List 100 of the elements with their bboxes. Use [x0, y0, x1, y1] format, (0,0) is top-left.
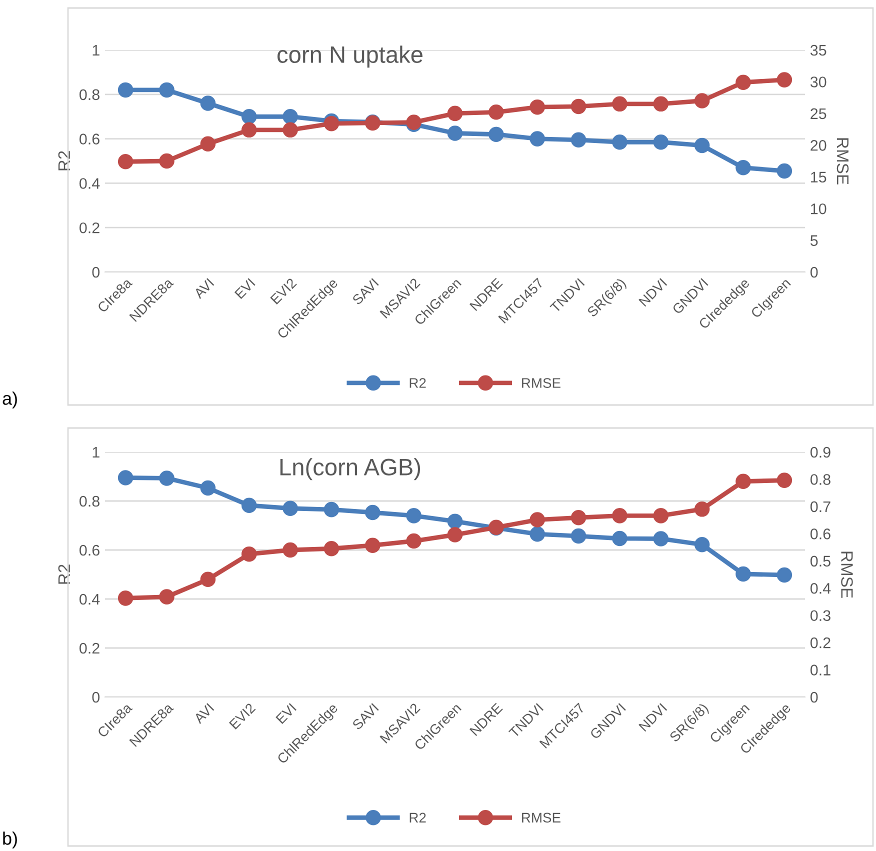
y2-axis-title: RMSE	[841, 552, 853, 598]
point	[612, 530, 628, 546]
point	[612, 508, 628, 524]
point	[488, 126, 504, 142]
point	[612, 96, 628, 112]
y2-tick-label: 25	[810, 108, 826, 120]
y2-tick-label: 0.5	[810, 556, 830, 567]
point	[736, 160, 751, 176]
point	[570, 528, 586, 544]
point	[447, 527, 463, 542]
y2-tick-label: 20	[810, 140, 826, 151]
point	[776, 163, 792, 179]
y2-tick-label: 0.6	[810, 528, 830, 540]
point	[694, 536, 710, 552]
y-tick-label: 0.6	[80, 134, 100, 144]
point	[447, 126, 463, 141]
point	[241, 122, 257, 138]
point	[776, 72, 792, 88]
y2-tick-label: 5	[810, 235, 818, 246]
point	[776, 567, 792, 583]
point	[365, 504, 380, 520]
point	[736, 566, 751, 582]
point	[282, 122, 298, 138]
y-tick-label: 1	[92, 447, 100, 458]
point	[530, 99, 545, 115]
legend-label: R2	[410, 812, 426, 822]
point	[118, 590, 134, 606]
point	[653, 531, 669, 546]
point	[653, 134, 669, 150]
y-tick-label: 0.4	[80, 178, 100, 189]
point	[530, 512, 545, 528]
point	[570, 132, 586, 148]
point	[694, 138, 710, 154]
point	[612, 134, 628, 150]
y-tick-label: 0.8	[80, 89, 100, 100]
point	[488, 104, 504, 120]
y-tick-label: 0.8	[80, 496, 100, 507]
point	[282, 542, 298, 558]
point	[447, 514, 463, 529]
point	[200, 480, 216, 496]
legend-label: R2	[410, 378, 426, 388]
point	[118, 82, 134, 98]
point	[406, 508, 422, 524]
x-tick-label: AVI	[193, 278, 214, 300]
point	[324, 502, 340, 518]
y-tick-label: 0.6	[80, 544, 100, 556]
y2-tick-label: 15	[811, 172, 826, 183]
y-tick-label: 0.4	[80, 594, 100, 605]
point	[653, 508, 669, 524]
point	[118, 470, 134, 486]
point	[282, 108, 298, 124]
y2-tick-label: 30	[810, 76, 826, 88]
point	[406, 533, 422, 549]
point	[694, 93, 710, 108]
point	[365, 538, 380, 554]
legend-label: RMSE	[522, 812, 560, 823]
point	[324, 541, 340, 556]
y2-tick-label: 0.4	[810, 582, 831, 594]
y2-tick-label: 10	[811, 203, 826, 214]
point	[530, 526, 545, 542]
y-tick-label: 0.2	[80, 642, 100, 654]
point	[200, 572, 216, 588]
point	[570, 98, 586, 114]
x-tick-label: EVI	[234, 278, 256, 300]
point	[736, 74, 751, 90]
point	[159, 470, 174, 486]
legend-label: RMSE	[522, 378, 560, 388]
point	[159, 153, 174, 169]
y2-tick-label: 0.8	[810, 474, 830, 485]
point	[694, 502, 710, 517]
point	[241, 108, 257, 124]
y2-tick-label: 0.9	[810, 446, 830, 458]
point	[200, 136, 216, 152]
point	[241, 498, 257, 514]
point	[570, 510, 586, 526]
y2-tick-label: 0.7	[810, 501, 830, 512]
point	[447, 106, 463, 122]
point	[653, 96, 669, 112]
y2-tick-label: 0	[810, 692, 818, 703]
y2-tick-label: 35	[810, 44, 826, 56]
y-tick-label: 0	[92, 692, 100, 703]
y2-tick-label: 0	[810, 266, 818, 278]
chart-title: corn N uptake	[278, 46, 422, 68]
y-tick-label: 0.2	[80, 222, 100, 234]
y2-tick-label: 0.2	[810, 637, 830, 648]
y2-axis-title: RMSE	[836, 138, 849, 184]
chart-title: Ln(corn AGB)	[280, 458, 420, 480]
x-tick-label: AVI	[193, 703, 214, 724]
point	[241, 546, 257, 562]
point	[159, 82, 174, 98]
point	[282, 500, 298, 516]
text: a)	[2, 392, 17, 408]
y-tick-label: 1	[92, 45, 100, 56]
point	[530, 131, 545, 146]
y-tick-label: 0	[92, 266, 100, 278]
y2-tick-label: 0.3	[810, 610, 830, 622]
point	[776, 472, 792, 488]
y2-tick-label: 0.1	[810, 664, 830, 676]
point	[118, 154, 134, 170]
point	[159, 589, 174, 604]
